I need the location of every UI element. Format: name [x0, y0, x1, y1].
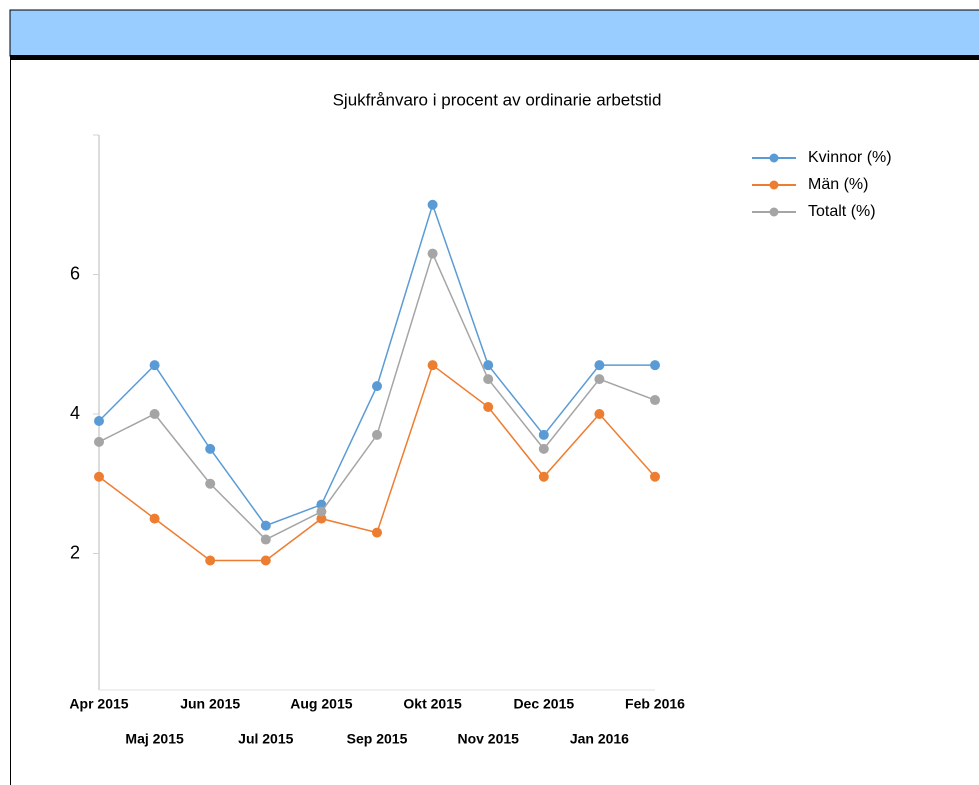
data-point — [594, 360, 605, 371]
data-point — [594, 409, 605, 419]
data-point — [538, 471, 549, 482]
data-point — [316, 513, 327, 524]
data-point — [483, 402, 494, 413]
data-point — [205, 555, 216, 566]
data-point — [538, 429, 549, 440]
data-point — [650, 360, 660, 371]
x-tick-label: Nov 2015 — [457, 731, 519, 747]
legend-label: Totalt (%) — [808, 203, 876, 220]
data-point — [427, 248, 438, 259]
x-tick-label: Jul 2015 — [238, 731, 293, 747]
series-line — [98, 202, 655, 527]
x-tick-label: Sep 2015 — [347, 731, 408, 747]
data-point — [650, 395, 660, 406]
data-point — [260, 555, 271, 566]
data-point — [594, 374, 605, 385]
data-point — [94, 471, 104, 482]
data-point — [94, 415, 104, 426]
x-tick-label: Aug 2015 — [290, 696, 352, 712]
y-tick-label: 6 — [70, 263, 80, 283]
data-point — [149, 513, 160, 524]
x-tick-label: Maj 2015 — [125, 731, 184, 747]
data-point — [149, 360, 160, 371]
data-point — [94, 436, 104, 447]
x-tick-label: Okt 2015 — [403, 696, 462, 712]
legend-label: Kvinnor (%) — [808, 149, 892, 166]
data-point — [260, 520, 271, 531]
x-tick-label: Dec 2015 — [513, 696, 574, 712]
legend-marker — [769, 180, 779, 190]
y-tick-label: 2 — [70, 542, 80, 562]
data-point — [427, 360, 438, 371]
data-point — [205, 443, 216, 454]
data-point — [372, 429, 382, 440]
data-point — [483, 360, 494, 371]
x-tick-label: Apr 2015 — [69, 696, 128, 712]
data-point — [427, 199, 438, 210]
y-tick-label: 4 — [70, 403, 80, 423]
data-point — [205, 478, 216, 489]
data-point — [316, 506, 327, 517]
data-point — [260, 534, 271, 545]
x-tick-label: Jun 2015 — [180, 696, 240, 712]
data-point — [650, 471, 660, 482]
header-divider — [10, 55, 979, 60]
legend-marker — [769, 153, 779, 163]
x-tick-label: Jan 2016 — [570, 731, 629, 747]
chart-title: Sjukfrånvaro i procent av ordinarie arbe… — [333, 90, 662, 109]
legend-marker — [769, 207, 779, 217]
data-point — [149, 409, 160, 419]
data-point — [372, 381, 382, 392]
data-point — [372, 527, 382, 538]
data-point — [483, 374, 494, 385]
legend-label: Män (%) — [808, 176, 868, 193]
data-point — [538, 443, 549, 454]
x-tick-label: Feb 2016 — [625, 696, 685, 712]
series-line — [98, 251, 656, 541]
header-bar — [9, 9, 979, 57]
